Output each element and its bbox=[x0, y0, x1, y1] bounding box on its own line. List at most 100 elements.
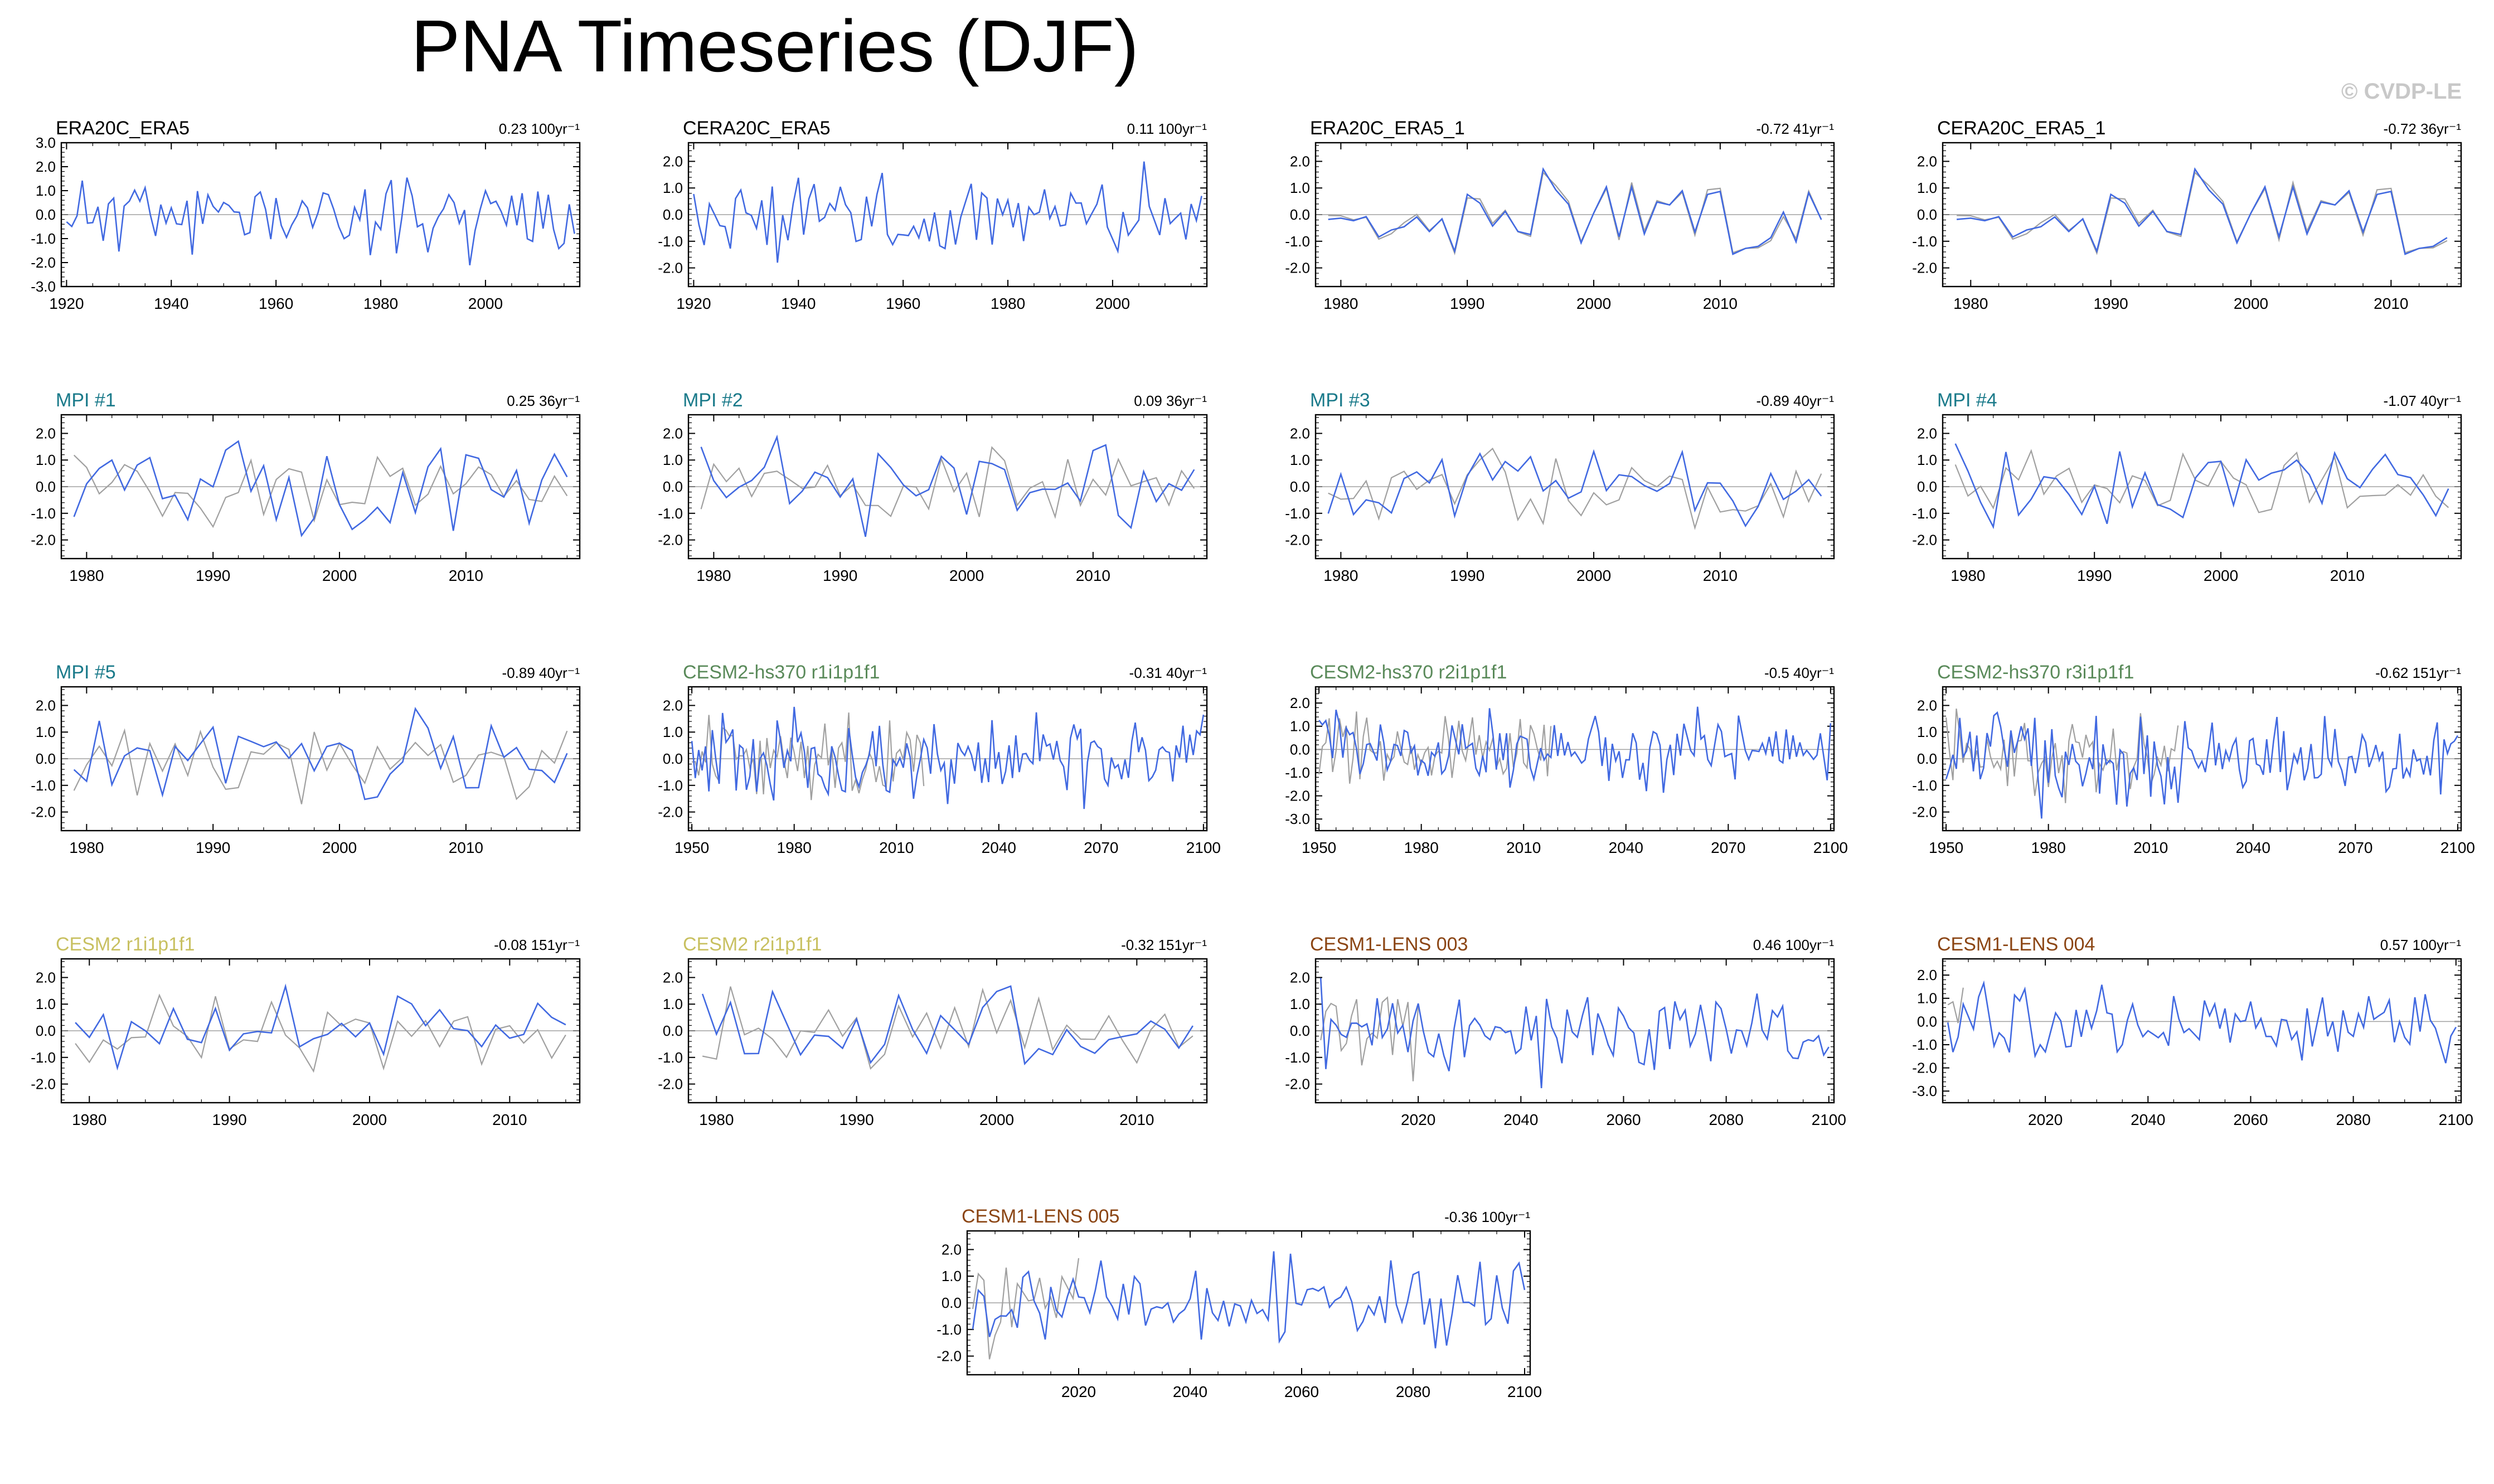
x-tick-label: 2010 bbox=[492, 1111, 527, 1128]
y-tick-label: 2.0 bbox=[1917, 153, 1937, 169]
trend-label: -0.62 151yr⁻¹ bbox=[2375, 665, 2461, 681]
model-series-line bbox=[693, 161, 1202, 263]
plot-area: 2.0 1.0 0.0 -1.0 -2.0 2020 2040 2060 2080 2100 bbox=[937, 1230, 1542, 1400]
y-tick-label: 0.0 bbox=[663, 478, 683, 495]
x-tick-label: 1990 bbox=[839, 1111, 874, 1128]
x-tick-label: 2010 bbox=[1703, 567, 1738, 584]
obs-series-line bbox=[702, 986, 1193, 1070]
x-tick-label: 1980 bbox=[1323, 295, 1358, 312]
y-tick-label: -1.0 bbox=[31, 777, 56, 794]
chart-panel: CESM2 r2i1p1f1 -0.32 151yr⁻¹ 2.0 1.0 0.0 -1.0… bbox=[644, 933, 1224, 1165]
x-tick-label: 1990 bbox=[212, 1111, 246, 1128]
y-tick-label: 1.0 bbox=[36, 452, 56, 468]
y-tick-label: -1.0 bbox=[1912, 1036, 1937, 1053]
x-tick-label: 2060 bbox=[2233, 1111, 2268, 1128]
x-tick-label: 2020 bbox=[1401, 1111, 1435, 1128]
x-tick-label: 2100 bbox=[2440, 839, 2475, 856]
y-tick-label: 1.0 bbox=[663, 996, 683, 1012]
x-tick-label: 2000 bbox=[1576, 567, 1611, 584]
y-tick-label: 1.0 bbox=[36, 182, 56, 199]
y-tick-label: 1.0 bbox=[1290, 452, 1310, 468]
trend-label: -0.89 40yr⁻¹ bbox=[502, 665, 580, 681]
x-tick-label: 2000 bbox=[1095, 295, 1130, 312]
trend-label: 0.25 36yr⁻¹ bbox=[507, 392, 580, 409]
plot-frame bbox=[1314, 958, 1835, 1104]
x-tick-label: 1990 bbox=[196, 567, 230, 584]
trend-label: 0.23 100yr⁻¹ bbox=[498, 120, 580, 137]
y-tick-label: -2.0 bbox=[1285, 788, 1310, 804]
y-tick-label: -1.0 bbox=[1912, 505, 1937, 522]
y-tick-label: 0.0 bbox=[1290, 206, 1310, 223]
x-tick-label: 2060 bbox=[1606, 1111, 1641, 1128]
x-tick-label: 2000 bbox=[979, 1111, 1014, 1128]
x-tick-label: 2040 bbox=[1609, 839, 1643, 856]
y-tick-label: 2.0 bbox=[663, 969, 683, 986]
chart-panel: CESM1-LENS 003 0.46 100yr⁻¹ 2.0 1.0 0.0 -1.0 -… bbox=[1271, 933, 1851, 1165]
obs-series-line bbox=[1320, 996, 1419, 1082]
x-tick-label: 1980 bbox=[1404, 839, 1439, 856]
plot-frame bbox=[1942, 686, 2462, 832]
x-tick-label: 1950 bbox=[675, 839, 709, 856]
chart-panel: CERA20C_ERA5 0.11 100yr⁻¹ 2.0 1.0 0.0 -1.0 -2.… bbox=[644, 117, 1224, 348]
y-tick-label: -1.0 bbox=[1285, 1049, 1310, 1066]
y-tick-label: 1.0 bbox=[36, 724, 56, 740]
x-tick-label: 2000 bbox=[322, 839, 357, 856]
panel-title: MPI #4 bbox=[1937, 390, 1997, 411]
x-tick-label: 2000 bbox=[352, 1111, 387, 1128]
panel-title: ERA20C_ERA5_1 bbox=[1310, 118, 1465, 139]
y-tick-label: 0.0 bbox=[1917, 206, 1937, 223]
y-tick-label: -2.0 bbox=[1912, 260, 1937, 277]
plot-frame bbox=[1942, 142, 2462, 288]
y-tick-label: -1.0 bbox=[658, 1049, 683, 1066]
y-tick-label: -2.0 bbox=[658, 1076, 683, 1093]
x-tick-label: 2010 bbox=[1506, 839, 1541, 856]
y-tick-label: 1.0 bbox=[1290, 180, 1310, 196]
plot-frame bbox=[60, 414, 581, 560]
y-tick-label: -2.0 bbox=[1912, 804, 1937, 821]
y-tick-label: 0.0 bbox=[663, 206, 683, 223]
panel-title: CESM2-hs370 r3i1p1f1 bbox=[1937, 662, 2134, 683]
x-tick-label: 2010 bbox=[2330, 567, 2365, 584]
y-tick-label: 0.0 bbox=[1917, 1013, 1937, 1030]
x-tick-label: 2020 bbox=[1061, 1383, 1096, 1400]
y-tick-label: 0.0 bbox=[1290, 1022, 1310, 1039]
plot-frame bbox=[60, 142, 581, 288]
plot-frame bbox=[1314, 142, 1835, 288]
y-tick-label: 2.0 bbox=[663, 153, 683, 169]
plot-area: 2.0 1.0 0.0 -1.0 -2.0 1980 1990 2000 2010 bbox=[31, 958, 581, 1128]
y-tick-label: -1.0 bbox=[1912, 777, 1937, 794]
y-tick-label: -3.0 bbox=[31, 278, 56, 295]
trend-label: -0.72 41yr⁻¹ bbox=[1756, 120, 1834, 137]
y-tick-label: 2.0 bbox=[942, 1241, 962, 1258]
model-series-line bbox=[75, 983, 566, 1071]
model-series-line bbox=[73, 707, 568, 801]
page-title: PNA Timeseries (DJF) bbox=[411, 5, 1139, 87]
chart-panel: CESM1-LENS 004 0.57 100yr⁻¹ 2.0 1.0 0.0 -1.0 -… bbox=[1898, 933, 2478, 1165]
y-tick-label: 0.0 bbox=[36, 750, 56, 767]
y-tick-label: -1.0 bbox=[31, 1049, 56, 1066]
model-series-line bbox=[1954, 443, 2449, 530]
panel-title: CESM1-LENS 005 bbox=[962, 1206, 1120, 1227]
obs-series-line bbox=[73, 454, 568, 528]
x-tick-label: 1980 bbox=[69, 839, 104, 856]
plot-area: 2.0 1.0 0.0 -1.0 -2.0 1980 1990 2000 2010 bbox=[1912, 142, 2462, 312]
watermark: © CVDP-LE bbox=[2341, 79, 2462, 104]
y-tick-label: -2.0 bbox=[1912, 532, 1937, 549]
model-series-line bbox=[691, 706, 1205, 809]
plot-area: 2.0 1.0 0.0 -1.0 -2.0 1980 1990 2000 2010 bbox=[658, 414, 1208, 584]
x-tick-label: 1990 bbox=[823, 567, 857, 584]
x-tick-label: 2100 bbox=[1507, 1383, 1542, 1400]
x-tick-label: 1980 bbox=[699, 1111, 734, 1128]
y-tick-label: 2.0 bbox=[1917, 425, 1937, 442]
x-tick-label: 2010 bbox=[1703, 295, 1738, 312]
x-tick-label: 1990 bbox=[1450, 567, 1484, 584]
y-tick-label: -1.0 bbox=[1285, 233, 1310, 250]
chart-panel: MPI #2 0.09 36yr⁻¹ 2.0 1.0 0.0 -1.0 -2.0 1980 19… bbox=[644, 389, 1224, 620]
chart-panel: MPI #3 -0.89 40yr⁻¹ 2.0 1.0 0.0 -1.0 -2.0 1980 1… bbox=[1271, 389, 1851, 620]
chart-panel: CESM2-hs370 r3i1p1f1 -0.62 151yr⁻¹ 2.0 1.0 0… bbox=[1898, 661, 2478, 893]
plot-area: 2.0 1.0 0.0 -1.0 -2.0 1980 1990 2000 2010 bbox=[31, 414, 581, 584]
x-tick-label: 2070 bbox=[1711, 839, 1745, 856]
y-tick-label: 2.0 bbox=[36, 969, 56, 986]
obs-series-line bbox=[1328, 447, 1822, 530]
trend-label: 0.46 100yr⁻¹ bbox=[1753, 937, 1834, 953]
